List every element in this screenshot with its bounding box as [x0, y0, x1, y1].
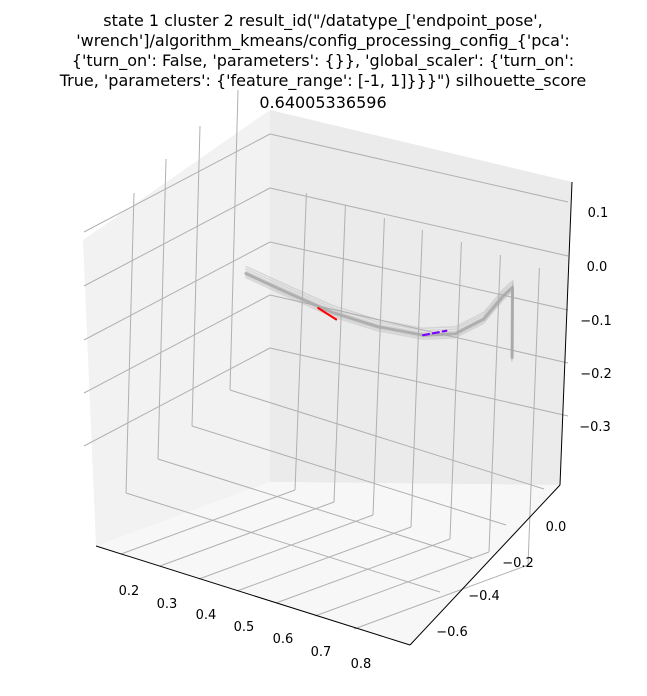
gridline [83, 133, 271, 233]
gridline [269, 347, 569, 417]
x-tick-label: 0.8 [351, 657, 372, 672]
x-tick-label: 0.2 [119, 584, 140, 599]
gridline [157, 458, 473, 559]
gridline [120, 489, 296, 555]
gridline [269, 187, 569, 257]
x-tick-label: 0.3 [157, 597, 178, 612]
series-line-trajectories [245, 268, 514, 354]
gridline [229, 389, 545, 490]
gridline [83, 187, 271, 287]
gridline [191, 125, 201, 427]
series-line-trajectories [244, 272, 514, 359]
x-tick-label: 0.7 [311, 645, 332, 660]
y-tick-label: −0.6 [436, 625, 468, 640]
x-tick-label: 0.6 [273, 632, 294, 647]
chart-title-line-2: 'wrench']/algorithm_kmeans/config_proces… [76, 31, 570, 51]
gridline [269, 133, 569, 203]
gridline [198, 514, 374, 580]
gridline [83, 294, 271, 394]
chart-title-line-1: state 1 cluster 2 result_id("/datatype_[… [103, 11, 542, 31]
z-tick-label: 0.1 [588, 206, 609, 221]
y-tick-label: −0.2 [502, 556, 534, 571]
y-tick-labels: 0.0 −0.2 −0.4 −0.6 [436, 520, 566, 640]
chart-title-line-5: 0.64005336596 [259, 93, 386, 112]
floor-pane [96, 482, 560, 645]
gridline [410, 230, 423, 528]
gridline [83, 347, 271, 447]
x-axis-line [95, 545, 411, 646]
series-line-cluster-segment [317, 307, 338, 321]
gridline [275, 538, 451, 604]
chart-title-line-4: True, 'parameters': {'feature_range': [-… [59, 71, 587, 91]
z-tick-label: 0.0 [587, 260, 608, 275]
axis-ticks: 0.2 0.3 0.4 0.5 0.6 0.7 0.8 0.0 −0.2 −0.… [119, 206, 612, 672]
x-tick-labels: 0.2 0.3 0.4 0.5 0.6 0.7 0.8 [119, 584, 372, 672]
gridline [269, 241, 569, 311]
gridline [229, 89, 239, 391]
gridline [125, 192, 135, 494]
z-tick-label: −0.3 [579, 420, 611, 435]
gridline [488, 255, 501, 553]
series-line-trajectories [244, 276, 514, 363]
gridline [333, 205, 346, 503]
gridline [353, 564, 529, 630]
gridline [191, 425, 507, 526]
left-pane [83, 110, 270, 546]
axes-panes [83, 110, 572, 645]
chart-title: state 1 cluster 2 result_id("/datatype_[… [59, 11, 587, 112]
z-tick-labels: 0.1 0.0 −0.1 −0.2 −0.3 [579, 206, 612, 435]
y-tick-label: −0.4 [468, 589, 500, 604]
gridlines [83, 89, 569, 630]
axis-lines [95, 181, 573, 646]
series-line-cluster-segment [422, 329, 448, 337]
gridline [125, 492, 441, 593]
gridline [314, 551, 490, 617]
gridline [159, 501, 335, 567]
gridline [527, 268, 540, 566]
y-axis-line [409, 484, 561, 646]
y-tick-label: 0.0 [546, 520, 567, 535]
z-tick-label: −0.2 [580, 367, 612, 382]
back-pane [270, 110, 572, 485]
gridline [157, 158, 167, 460]
gridline [236, 526, 412, 592]
x-tick-label: 0.5 [234, 620, 255, 635]
z-axis-line [559, 181, 573, 486]
gridline [294, 193, 307, 491]
series-line-trajectories [245, 265, 514, 352]
series-line-trajectories [245, 275, 514, 361]
z-tick-label: −0.1 [580, 314, 612, 329]
chart-title-line-3: {'turn_on': False, 'parameters': {}}, 'g… [72, 51, 574, 71]
gridline [83, 241, 271, 341]
trajectory-lines [244, 265, 514, 363]
x-tick-label: 0.4 [196, 608, 217, 623]
